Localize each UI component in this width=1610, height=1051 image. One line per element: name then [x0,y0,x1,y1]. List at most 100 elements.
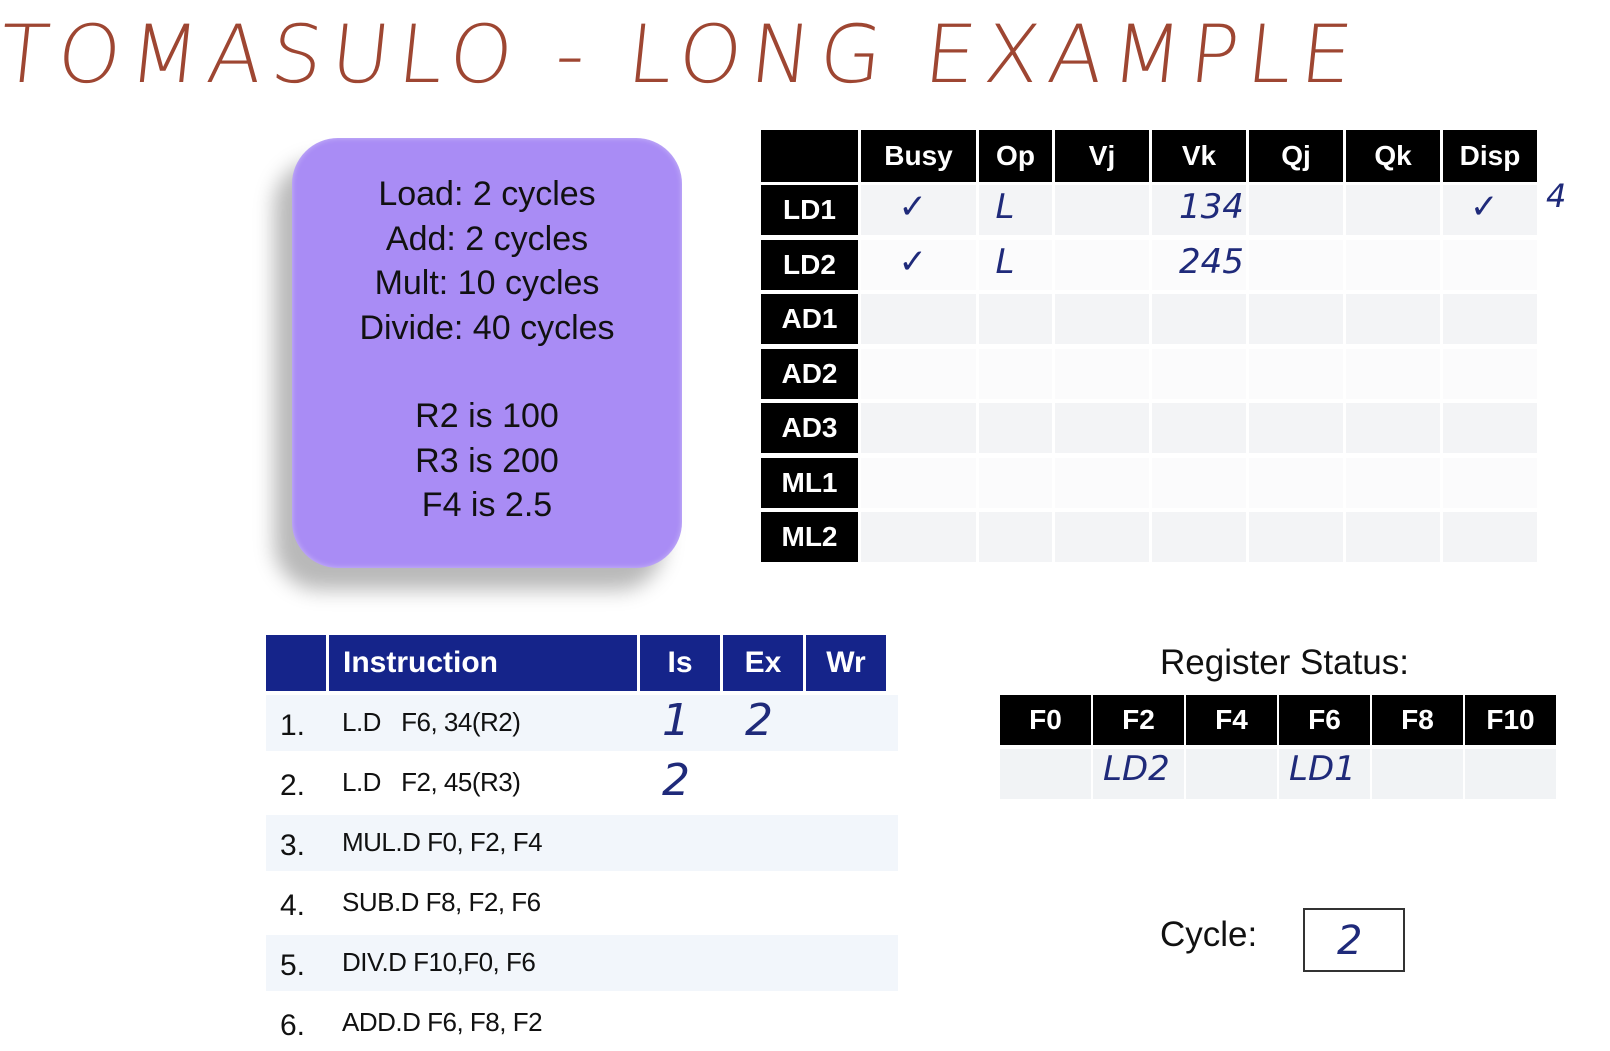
rs-cell-ad2-qj [1249,348,1343,399]
register-cell-f2: LD2 [1093,749,1184,799]
instruction-header-ex: Ex [723,635,803,691]
rs-cell-ad3-busy [861,403,976,453]
register-cell-f4 [1186,749,1277,799]
instruction-row: 3. MUL.D F0, F2, F4 [266,815,898,871]
rs-cell-ad2-vk [1152,348,1246,399]
register-cell-f6: LD1 [1279,749,1370,799]
rs-cell-ad3-qk [1346,403,1440,453]
rs-cell-ml1-qk [1346,457,1440,508]
rs-cell-ad3-qj [1249,403,1343,453]
rs-value-ld2-vk: 245 [1179,241,1244,282]
rs-cell-ld2-disp [1443,239,1537,290]
instruction-row: 2. L.D F2, 45(R3) 2 [266,755,898,811]
rs-header-qj: Qj [1249,130,1343,182]
register-cell-f8 [1372,749,1463,799]
rs-cell-ml1-disp [1443,457,1537,508]
rs-cell-ad2-op [979,348,1052,399]
rs-value-ld2-busy: ✓ [898,241,928,282]
rs-cell-ld2-op: L [979,239,1052,290]
instruction-number: 5. [280,949,306,982]
rs-cell-ml2-op [979,512,1052,562]
rs-row-label-ad2: AD2 [761,348,858,399]
register-header-f6: F6 [1279,695,1370,745]
rs-cell-ld1-busy: ✓ [861,185,976,235]
rs-cell-ml2-qk [1346,512,1440,562]
register-cell-f10 [1465,749,1556,799]
instruction-header-number [266,635,326,691]
register-value-f2: LD2 [1103,749,1170,789]
rs-row-label-ad3: AD3 [761,403,858,453]
rs-cell-ad1-disp [1443,294,1537,344]
latency-divide: Divide: 40 cycles [359,308,615,347]
rs-cell-ld2-qj [1249,239,1343,290]
rs-cell-ld2-vj [1055,239,1149,290]
rs-cell-ad1-op [979,294,1052,344]
rs-cell-ld1-disp: ✓ [1443,185,1537,235]
rs-header-corner [761,130,858,182]
rs-cell-ml2-vk [1152,512,1246,562]
instruction-number: 1. [280,709,306,742]
register-cell-f0 [1000,749,1091,799]
rs-cell-ml1-busy [861,457,976,508]
rs-cell-ad3-vj [1055,403,1149,453]
instruction-row: 5. DIV.D F10,F0, F6 [266,935,898,991]
rs-cell-ld2-busy: ✓ [861,239,976,290]
rs-cell-ad1-busy [861,294,976,344]
rs-cell-ad2-qk [1346,348,1440,399]
page-title: TOMASULO - LONG EXAMPLE [0,8,1366,101]
latency-add: Add: 2 cycles [385,219,589,258]
rs-row-label-ad1: AD1 [761,294,858,344]
rs-cell-ad1-vk [1152,294,1246,344]
rs-cell-ad3-vk [1152,403,1246,453]
initial-f4: F4 is 2.5 [421,486,553,524]
rs-value-ld1-busy: ✓ [898,187,928,227]
register-header-f0: F0 [1000,695,1091,745]
rs-cell-ad1-vj [1055,294,1149,344]
rs-cell-ml1-qj [1249,457,1343,508]
rs-value-ld1-disp: ✓ [1470,187,1499,227]
instruction-text: DIV.D F10,F0, F6 [342,947,536,977]
rs-cell-ld2-vk: 245 [1152,239,1246,290]
rs-cell-ml1-vj [1055,457,1149,508]
cycle-box: 2 [1303,908,1405,972]
rs-cell-ld1-vj [1055,185,1149,235]
latency-load: Load: 2 cycles [378,175,596,213]
instruction-is-value: 1 [662,695,690,746]
cycle-label: Cycle: [1160,915,1258,954]
instruction-is-value: 2 [662,755,690,806]
rs-header-vk: Vk [1152,130,1246,182]
instruction-number: 4. [280,889,306,922]
cycle-value: 2 [1337,918,1363,964]
rs-row-label-ld1: LD1 [761,185,858,235]
rs-header-busy: Busy [861,130,976,182]
register-header-f8: F8 [1372,695,1463,745]
rs-cell-ad3-disp [1443,403,1537,453]
register-status-title: Register Status: [1160,643,1409,682]
instruction-ex-value: 2 [745,695,773,746]
register-value-f6: LD1 [1289,749,1356,789]
instruction-number: 3. [280,829,306,862]
rs-cell-ml1-op [979,457,1052,508]
instruction-row: 1. L.D F6, 34(R2) 1 2 [266,695,898,751]
register-header-f4: F4 [1186,695,1277,745]
rs-header-qk: Qk [1346,130,1440,182]
instruction-text: ADD.D F6, F8, F2 [342,1007,543,1037]
rs-cell-ld1-qj [1249,185,1343,235]
initial-r3: R3 is 200 [415,441,559,480]
instruction-row: 4. SUB.D F8, F2, F6 [266,875,898,931]
rs-value-ld1-op: L [995,187,1015,227]
rs-cell-ad2-vj [1055,348,1149,399]
rs-cell-ml2-qj [1249,512,1343,562]
rs-cell-ad2-busy [861,348,976,399]
rs-cell-ld1-op: L [979,185,1052,235]
rs-value-ld2-op: L [995,241,1015,282]
rs-cell-ld2-qk [1346,239,1440,290]
instruction-row: 6. ADD.D F6, F8, F2 [266,995,898,1051]
rs-value-ld1-vk: 134 [1179,187,1244,227]
instruction-text: L.D F6, 34(R2) [342,707,521,737]
rs-cell-ml1-vk [1152,457,1246,508]
instruction-number: 6. [280,1009,306,1042]
instruction-text: SUB.D F8, F2, F6 [342,887,541,917]
rs-cell-ad2-disp [1443,348,1537,399]
rs-header-op: Op [979,130,1052,182]
